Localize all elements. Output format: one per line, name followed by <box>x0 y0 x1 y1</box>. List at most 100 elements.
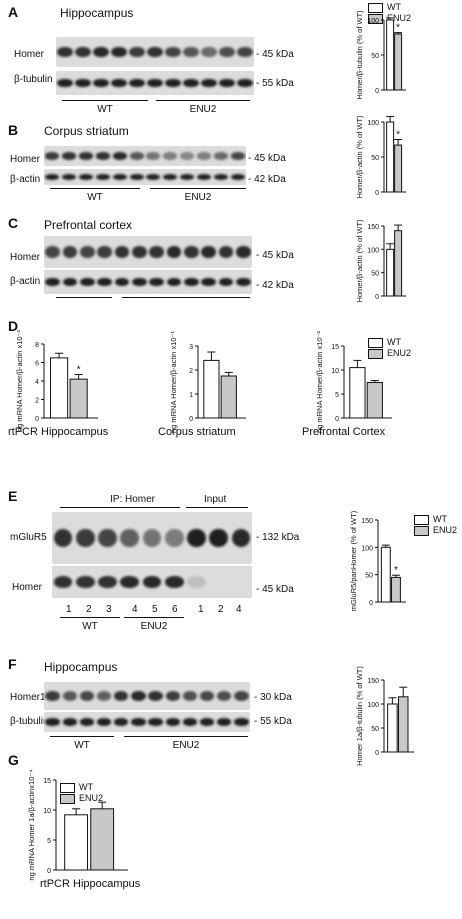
panel-a-kda-loading: - 55 kDa <box>256 78 294 89</box>
legend-enu2-text: ENU2 <box>387 13 412 23</box>
blot-band <box>95 174 110 180</box>
panel-f-row-loading: β-tubulin <box>10 716 49 727</box>
panel-a-wt-underline <box>62 100 148 101</box>
panel-a-title: Hippocampus <box>60 6 134 20</box>
blot-band <box>213 152 228 160</box>
blot-band <box>98 576 117 588</box>
blot-band <box>62 152 77 160</box>
y-tick-label: 100 <box>367 18 379 25</box>
legend-enu2-swatch <box>368 13 383 24</box>
blot-band <box>62 718 77 726</box>
blot-band <box>93 46 109 58</box>
blot-band <box>45 152 60 160</box>
blot-band <box>218 246 234 258</box>
blot-band <box>166 246 182 258</box>
panel-c-blot-homer <box>44 236 252 268</box>
y-axis-label: mGluR5/panHomer (% of WT) <box>349 510 358 611</box>
panel-c-kda-loading: - 42 kDa <box>256 280 294 291</box>
blot-band <box>45 277 60 287</box>
panel-e-input-label: Input <box>204 494 227 505</box>
y-tick-label: 50 <box>371 271 379 278</box>
y-tick-label: 6 <box>35 361 39 368</box>
y-tick-label: 0 <box>369 600 373 607</box>
y-tick-label: 0 <box>35 416 39 423</box>
blot-band <box>148 690 163 702</box>
y-tick-label: 100 <box>367 247 379 254</box>
blot-band <box>149 246 164 258</box>
legend-g-enu2-swatch <box>60 793 75 804</box>
panel-c-kda-homer: - 45 kDa <box>256 250 294 261</box>
panel-b-kda-homer: - 45 kDa <box>248 153 286 164</box>
blot-band <box>53 576 73 588</box>
lane-number: 3 <box>106 604 112 615</box>
legend-wt-text: WT <box>387 2 401 12</box>
bar <box>69 378 88 419</box>
lane-number: 1 <box>198 604 204 615</box>
significance-star: * <box>77 365 81 376</box>
blot-band <box>148 718 163 726</box>
y-tick-label: 0 <box>375 88 379 95</box>
y-tick-label: 0 <box>189 416 193 423</box>
blot-band <box>201 78 217 88</box>
panel-d2-xlabel: Corpus striatum <box>158 426 236 438</box>
blot-band <box>112 152 127 160</box>
blot-band <box>111 46 127 58</box>
panel-a-enu2-label: ENU2 <box>189 104 217 115</box>
blot-band <box>95 152 110 160</box>
legend-g-wt-swatch <box>60 782 75 793</box>
y-axis-label: ng mRNA Homer 1a/β-actinx10⁻⁴ <box>27 769 36 880</box>
lane-number: 4 <box>132 604 138 615</box>
blot-band <box>183 78 199 88</box>
y-tick-label: 15 <box>43 778 51 785</box>
y-tick-label: 50 <box>371 726 379 733</box>
blot-band <box>75 78 91 88</box>
blot-band <box>166 277 182 287</box>
panel-b-enu2-label: ENU2 <box>184 192 212 203</box>
bar <box>394 230 403 297</box>
panel-c-label: C <box>8 215 19 231</box>
panel-e-ip-label: IP: Homer <box>110 494 156 505</box>
blot-band <box>76 576 95 588</box>
legend-d-enu2-text: ENU2 <box>387 348 412 358</box>
legend-g: WT ENU2 <box>60 782 103 804</box>
y-tick-label: 0 <box>375 294 379 301</box>
blot-band <box>217 690 232 702</box>
panel-b-wt-label: WT <box>87 192 103 203</box>
y-tick-label: 1 <box>189 392 193 399</box>
bar <box>391 576 401 603</box>
legend-top: WT ENU2 <box>368 2 411 24</box>
y-tick-label: 4 <box>35 379 39 386</box>
blot-band <box>53 528 73 548</box>
blot-band <box>236 277 251 287</box>
blot-band <box>180 174 195 180</box>
panel-c-enu2-underline <box>122 297 250 298</box>
bar <box>366 381 383 419</box>
blot-band <box>196 152 211 160</box>
panel-c-row-loading: β-actin <box>10 276 41 287</box>
y-axis-label: Homer/β-actin (% of WT) <box>355 115 364 199</box>
y-axis-label: Homer/β-actin (% of WT) <box>355 219 364 303</box>
blot-band <box>45 718 60 726</box>
bar <box>386 19 395 91</box>
blot-band <box>80 277 95 287</box>
blot-band <box>80 246 95 258</box>
panel-d3-xlabel: Prefrontal Cortex <box>302 426 386 438</box>
bar <box>203 359 220 419</box>
panel-e-blot-homer <box>52 566 252 598</box>
significance-star: * <box>394 565 398 576</box>
blot-band <box>120 576 140 588</box>
panel-a-label: A <box>8 4 19 20</box>
panel-e-row-mglur5: mGluR5 <box>10 532 47 543</box>
chart-g-bar: 0 5 10 15 ng mRNA Homer 1a/β-actinx10⁻⁴ <box>27 769 128 881</box>
blot-band <box>201 277 216 287</box>
blot-band <box>163 174 178 180</box>
legend-g-enu2-text: ENU2 <box>79 793 104 803</box>
y-tick-label: 2 <box>189 368 193 375</box>
blot-band <box>165 46 181 58</box>
blot-band <box>129 174 144 180</box>
y-tick-label: 3 <box>189 344 193 351</box>
blot-band <box>114 277 130 287</box>
blot-band <box>62 246 78 258</box>
